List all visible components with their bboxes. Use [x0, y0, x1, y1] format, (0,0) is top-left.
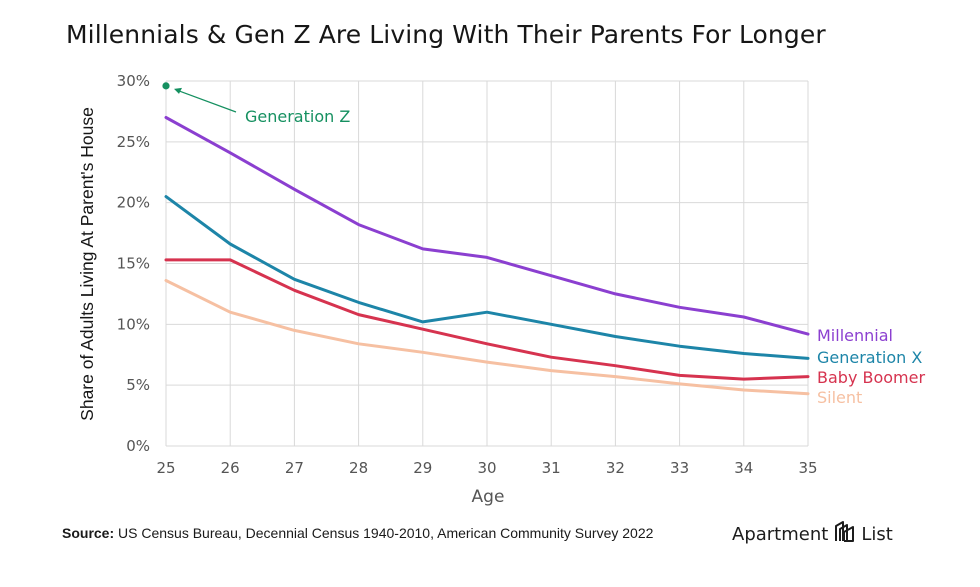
brand-logo[interactable]: Apartment List: [732, 520, 893, 549]
x-tick-label: 34: [734, 459, 753, 477]
source-note: Source: US Census Bureau, Decennial Cens…: [62, 525, 653, 541]
series-line-millennial: [164, 116, 810, 336]
x-tick-label: 26: [221, 459, 240, 477]
x-tick-label: 30: [477, 459, 496, 477]
x-tick-label: 28: [349, 459, 368, 477]
annotation-arrow: [175, 89, 237, 113]
x-tick-label: 31: [542, 459, 561, 477]
annotation-arrowhead: [174, 87, 182, 94]
y-tick-label: 10%: [117, 315, 150, 333]
series-label-generation_x: Generation X: [817, 348, 922, 367]
series-label-millennial: Millennial: [817, 326, 893, 345]
x-tick-label: 35: [798, 459, 817, 477]
series-lines: [162, 82, 810, 396]
x-tick-label: 32: [606, 459, 625, 477]
x-axis-label: Age: [472, 487, 505, 507]
series-label-baby_boomer: Baby Boomer: [817, 368, 925, 387]
x-tick-label: 33: [670, 459, 689, 477]
x-tick-label: 25: [156, 459, 175, 477]
apartment-list-logo-icon: [834, 520, 856, 549]
brand-name-right: List: [861, 524, 893, 545]
y-tick-label: 25%: [117, 133, 150, 151]
source-text: US Census Bureau, Decennial Census 1940-…: [114, 525, 654, 541]
chart-title: Millennials & Gen Z Are Living With Thei…: [66, 20, 826, 49]
line-chart: 0% 5% 10% 15% 20% 25% 30% 25 26 27 28 29 30 31 32 33 34 3…: [77, 72, 925, 507]
point-label-generation_z: Generation Z: [245, 107, 350, 126]
y-axis-label: Share of Adults Living At Parent's House: [77, 107, 97, 421]
series-label-silent: Silent: [817, 388, 862, 407]
series-line-generation_x: [164, 195, 810, 360]
y-tick-label: 15%: [117, 255, 150, 273]
brand-name-left: Apartment: [732, 524, 829, 545]
series-line-silent: [164, 279, 810, 396]
x-tick-label: 27: [285, 459, 304, 477]
gridlines: [165, 80, 809, 447]
series-line-baby_boomer: [164, 258, 810, 381]
source-label: Source:: [62, 525, 115, 541]
y-tick-label: 0%: [126, 437, 150, 455]
y-tick-label: 20%: [117, 194, 150, 212]
x-tick-label: 29: [413, 459, 432, 477]
y-tick-label: 30%: [117, 72, 150, 90]
data-point-generation_z: [162, 82, 170, 90]
axis-ticks: 0% 5% 10% 15% 20% 25% 30% 25 26 27 28 29 30 31 32 33 34 3…: [117, 72, 818, 477]
y-tick-label: 5%: [126, 376, 150, 394]
